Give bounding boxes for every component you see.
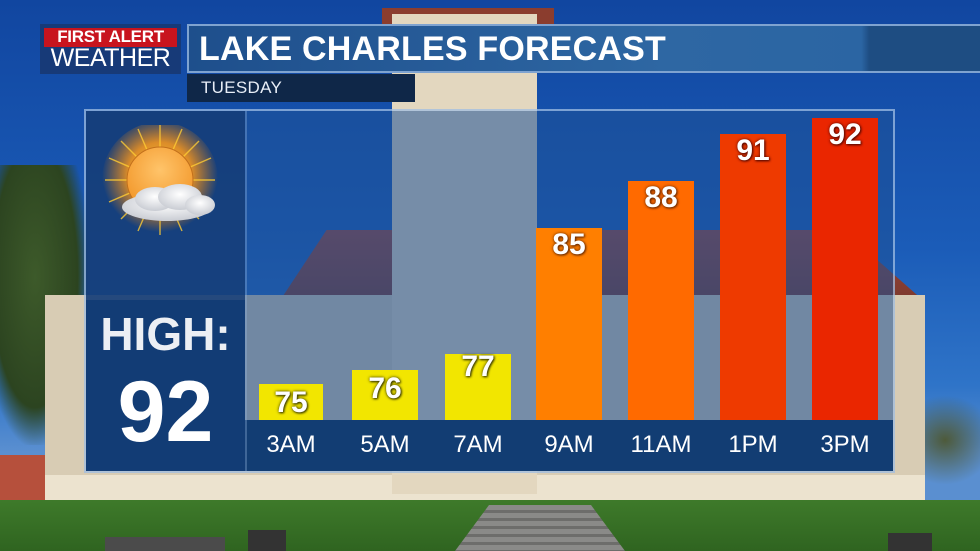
bar-value-label: 85 — [552, 228, 586, 261]
time-label: 1PM — [728, 431, 778, 458]
temperature-bar: 88 — [628, 181, 694, 420]
day-label: TUESDAY — [201, 78, 283, 97]
high-value: 92 — [117, 364, 214, 460]
bar-value-label: 77 — [461, 350, 495, 383]
temperature-bar: 92 — [812, 118, 878, 420]
title-bar: LAKE CHARLES FORECAST — [187, 24, 980, 73]
first-alert-weather-logo: FIRST ALERT WEATHER — [40, 24, 181, 74]
time-label: 11AM — [630, 431, 692, 458]
temperature-bar: 85 — [536, 228, 602, 420]
time-labels-strip — [245, 420, 893, 471]
temperature-bar: 76 — [352, 370, 418, 420]
logo-line-weather: WEATHER — [50, 44, 171, 72]
time-label: 3PM — [820, 431, 870, 458]
high-label: HIGH: — [100, 308, 231, 360]
bar-value-label: 91 — [736, 134, 770, 167]
temperature-bar: 91 — [720, 134, 786, 420]
bench — [105, 537, 225, 551]
partly-sunny-icon — [102, 125, 218, 238]
bar-value-label: 76 — [368, 372, 402, 405]
temperature-bar: 77 — [445, 350, 511, 420]
logo-red-band — [44, 28, 177, 47]
trash-bin — [248, 530, 286, 551]
bar-value-label: 88 — [644, 181, 678, 214]
panel-divider — [245, 111, 247, 471]
time-label: 7AM — [453, 431, 503, 458]
forecast-panel-border — [84, 109, 895, 473]
bar-value-label: 75 — [274, 386, 308, 419]
page-title: LAKE CHARLES FORECAST — [199, 30, 666, 68]
temperature-bar: 75 — [259, 384, 323, 420]
time-label: 5AM — [360, 431, 410, 458]
time-label: 9AM — [544, 431, 594, 458]
bar-value-label: 92 — [828, 118, 862, 151]
logo-line-first-alert: FIRST ALERT — [57, 27, 164, 46]
subtitle-bar: TUESDAY — [187, 74, 415, 102]
summary-panel-lower — [86, 300, 245, 471]
time-label: 3AM — [266, 431, 316, 458]
red-building — [0, 455, 48, 500]
trash-bin — [888, 533, 932, 551]
